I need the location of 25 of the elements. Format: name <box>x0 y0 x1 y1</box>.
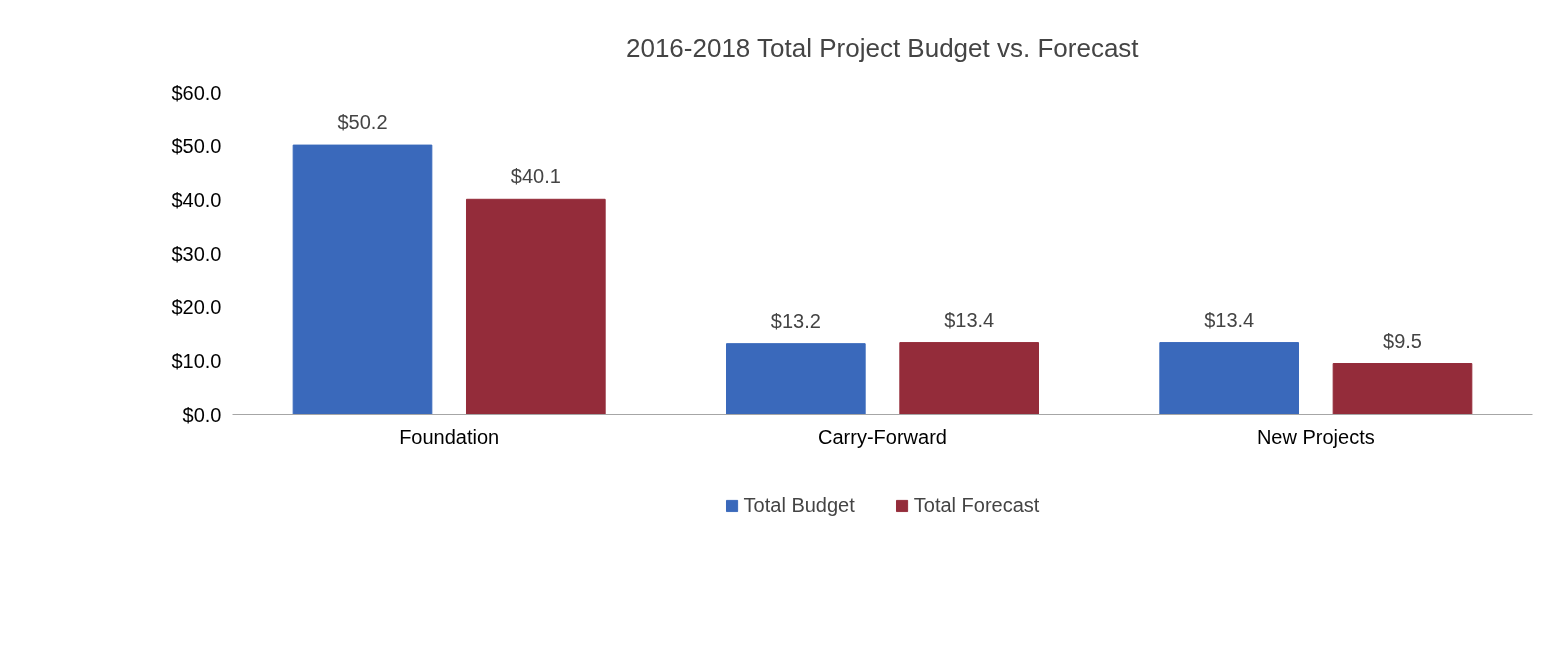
y-tick-label: $50.0 <box>171 135 222 158</box>
legend-label: Total Budget <box>743 493 855 517</box>
bar <box>1159 342 1299 415</box>
data-label: $13.2 <box>770 309 821 332</box>
bar <box>466 198 606 415</box>
bar <box>899 342 1039 415</box>
data-label: $9.5 <box>1383 329 1422 352</box>
y-tick-label: $10.0 <box>171 349 222 372</box>
bar <box>1332 363 1473 415</box>
legend-label: Total Forecast <box>913 493 1040 517</box>
chart-title: 2016-2018 Total Project Budget vs. Forecast <box>625 32 1140 63</box>
x-tick-label: Foundation <box>399 425 500 448</box>
y-tick-label: $20.0 <box>171 296 222 319</box>
x-tick-label: New Projects <box>1256 425 1375 448</box>
y-tick-label: $30.0 <box>171 242 222 265</box>
y-tick-label: $40.0 <box>171 188 222 211</box>
y-tick-label: $60.0 <box>171 81 222 104</box>
x-tick-label: Carry-Forward <box>818 425 947 448</box>
bar <box>726 343 866 415</box>
data-label: $50.2 <box>337 111 388 134</box>
y-tick-label: $0.0 <box>182 403 222 426</box>
data-label: $13.4 <box>1204 308 1255 331</box>
data-label: $40.1 <box>510 165 561 188</box>
bar <box>292 144 433 415</box>
data-label: $13.4 <box>944 308 995 331</box>
